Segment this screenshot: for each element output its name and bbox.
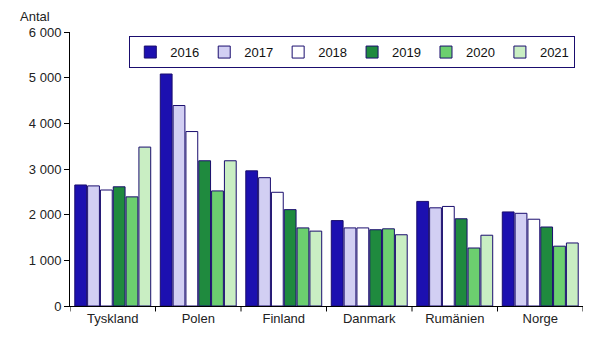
svg-text:2017: 2017 [244, 45, 273, 60]
svg-text:Norge: Norge [523, 311, 558, 326]
svg-text:2020: 2020 [466, 45, 495, 60]
svg-text:6 000: 6 000 [29, 25, 62, 40]
svg-text:Danmark: Danmark [343, 311, 396, 326]
svg-text:2019: 2019 [392, 45, 421, 60]
svg-text:2016: 2016 [170, 45, 199, 60]
svg-text:Antal: Antal [20, 9, 50, 24]
svg-text:1 000: 1 000 [29, 253, 62, 268]
svg-text:3 000: 3 000 [29, 162, 62, 177]
svg-text:4 000: 4 000 [29, 116, 62, 131]
svg-text:2018: 2018 [318, 45, 347, 60]
svg-text:2021: 2021 [540, 45, 569, 60]
svg-text:Rumänien: Rumänien [425, 311, 484, 326]
svg-text:Polen: Polen [182, 311, 215, 326]
svg-text:Finland: Finland [262, 311, 305, 326]
svg-text:0: 0 [54, 299, 61, 314]
svg-text:5 000: 5 000 [29, 70, 62, 85]
svg-text:2 000: 2 000 [29, 207, 62, 222]
svg-text:Tyskland: Tyskland [87, 311, 138, 326]
